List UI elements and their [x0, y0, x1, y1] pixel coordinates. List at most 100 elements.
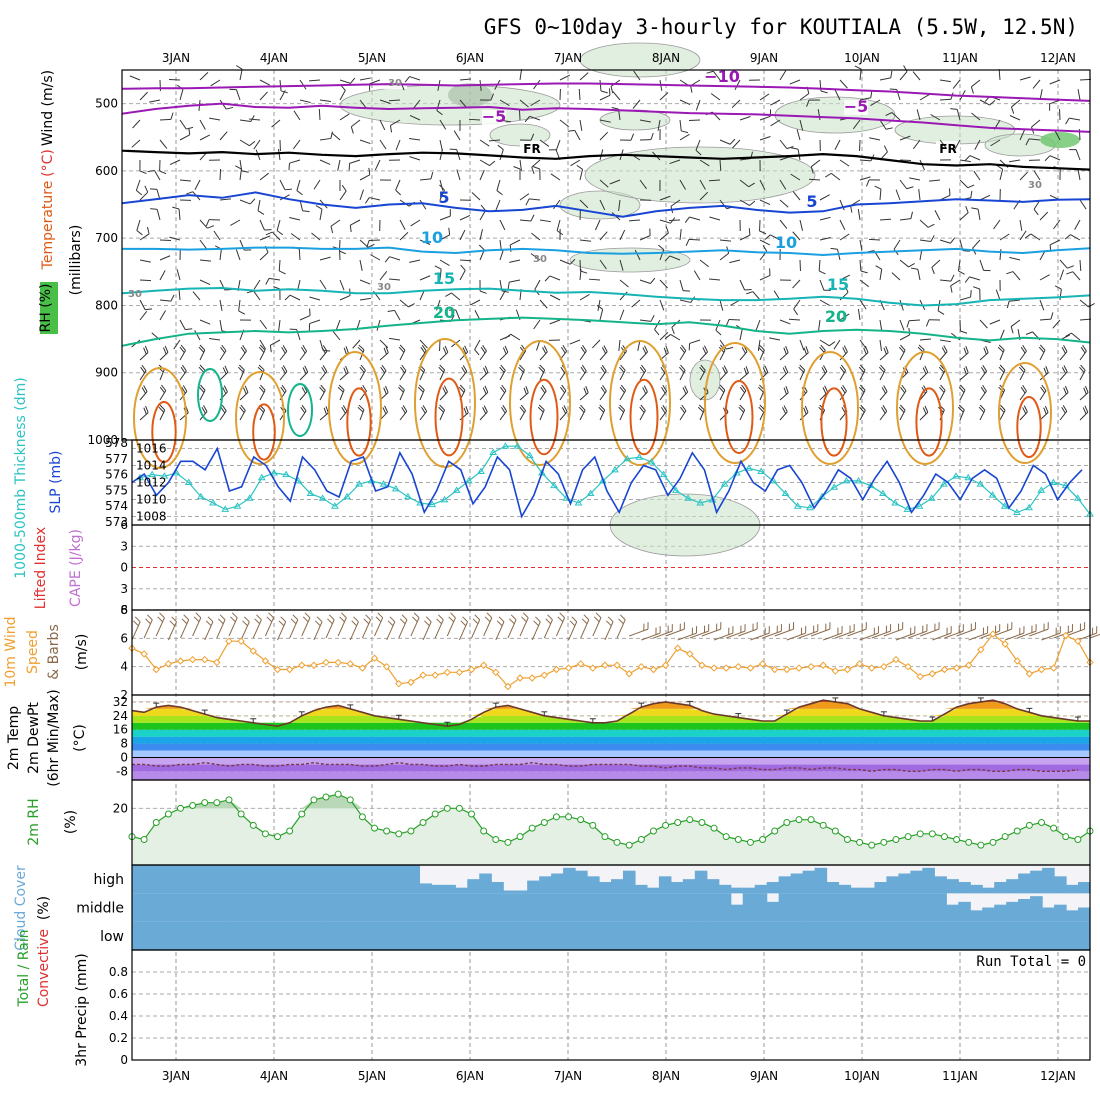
- barb-staff: [319, 256, 331, 261]
- barb-feather: [134, 616, 141, 623]
- barb-feather: [525, 386, 529, 393]
- cloud-bar-high: [670, 882, 684, 894]
- barb-staff: [519, 392, 529, 401]
- barb-feather: [1033, 208, 1039, 216]
- barb-staff: [719, 299, 724, 311]
- barb-feather: [664, 334, 671, 340]
- barb-staff: [257, 199, 261, 211]
- barb-staff: [277, 149, 281, 161]
- barb-feather: [579, 406, 585, 413]
- barb-staff: [325, 619, 335, 639]
- upper-wind-barb: [533, 319, 541, 330]
- barb-feather: [764, 234, 771, 240]
- barb-feather: [639, 366, 645, 373]
- barb-feather: [482, 344, 487, 352]
- upper-wind-barb: [132, 119, 141, 129]
- barb-feather: [424, 620, 430, 627]
- barb-staff: [579, 350, 587, 361]
- cloud-bar-low: [167, 921, 181, 950]
- barb-feather: [685, 239, 690, 246]
- upper-wind-barb: [770, 99, 781, 106]
- cloud-bar-middle: [706, 893, 720, 922]
- barb-feather: [875, 265, 882, 270]
- upper-wind-barb: [319, 384, 326, 401]
- barb-feather: [302, 367, 307, 375]
- surface-wind-barb: [264, 612, 275, 637]
- upper-wind-barb: [919, 235, 935, 242]
- barb-staff: [653, 630, 673, 639]
- upper-wind-barb: [176, 269, 181, 281]
- barb-staff: [379, 271, 388, 281]
- surface-wind-barb: [434, 614, 444, 639]
- wind-speed-point: [285, 665, 294, 674]
- cloud-bar-middle: [371, 893, 385, 922]
- barb-staff: [859, 159, 872, 162]
- x-date-label-top: 8JAN: [652, 51, 680, 65]
- barb-staff: [1009, 299, 1021, 302]
- upper-wind-barb: [357, 404, 365, 421]
- thickness-point: [732, 469, 741, 476]
- barb-feather: [547, 614, 553, 621]
- upper-wind-barb: [899, 211, 914, 221]
- barb-feather: [436, 618, 442, 625]
- wind-tick: 8: [120, 603, 128, 617]
- barb-staff: [279, 371, 288, 381]
- rh-point: [419, 819, 427, 826]
- upper-wind-barb: [235, 165, 242, 181]
- barb-staff: [899, 350, 906, 361]
- barb-staff: [719, 412, 729, 421]
- upper-wind-barb: [388, 278, 401, 281]
- barb-staff: [379, 370, 387, 381]
- rh-point: [637, 836, 645, 843]
- rh-point: [310, 796, 318, 804]
- upper-wind-barb: [619, 309, 625, 321]
- upper-wind-barb: [359, 77, 371, 81]
- barb-staff: [796, 129, 801, 141]
- cloud-bar-middle: [563, 893, 576, 922]
- barb-staff: [337, 159, 341, 171]
- upper-wind-barb: [839, 364, 847, 381]
- x-date-label-top: 4JAN: [260, 51, 288, 65]
- darkorange-contour: [724, 380, 754, 454]
- upper-wind-barb: [695, 99, 701, 111]
- barb-feather: [885, 345, 889, 353]
- upper-wind-barb: [879, 405, 888, 421]
- barb-feather: [600, 366, 606, 374]
- barb-feather: [180, 344, 186, 351]
- barb-feather: [170, 294, 175, 302]
- barb-feather: [325, 406, 329, 413]
- barb-feather: [841, 407, 846, 414]
- barb-feather: [618, 406, 624, 413]
- barb-feather: [786, 146, 794, 150]
- rh-point: [383, 827, 391, 835]
- upper-wind-barb: [537, 404, 545, 421]
- barb-staff: [599, 370, 607, 381]
- cloud-bar-middle: [215, 893, 229, 922]
- isotherm-label: 30: [388, 78, 402, 89]
- barb-staff: [359, 139, 371, 145]
- barb-staff: [679, 370, 686, 381]
- barb-feather: [254, 618, 260, 625]
- barb-staff: [631, 299, 641, 308]
- barb-staff: [264, 617, 275, 637]
- barb-feather: [748, 182, 755, 188]
- barb-feather: [601, 347, 607, 354]
- barb-staff: [531, 621, 541, 641]
- barb-feather: [1063, 387, 1067, 395]
- barb-staff: [734, 79, 741, 91]
- barb-feather: [1083, 387, 1087, 395]
- rh-point: [1062, 833, 1070, 841]
- wind-speed-point: [868, 664, 876, 672]
- barb-staff: [379, 139, 387, 150]
- barb-feather: [438, 366, 444, 373]
- cloud-bar-middle: [323, 893, 337, 922]
- barb-feather: [383, 347, 387, 355]
- upper-wind-barb: [996, 164, 1004, 181]
- barb-feather: [237, 366, 244, 373]
- upper-wind-barb: [699, 364, 706, 381]
- surface-wind-barb: [750, 626, 770, 641]
- barb-staff: [939, 390, 946, 401]
- upper-wind-barb: [929, 179, 941, 182]
- barb-staff: [979, 319, 988, 329]
- upper-wind-barb: [559, 405, 568, 421]
